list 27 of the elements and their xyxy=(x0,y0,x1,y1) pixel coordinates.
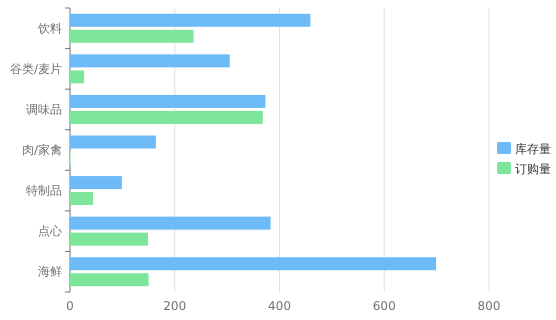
y-tick-label: 特制品 xyxy=(26,184,62,198)
bar xyxy=(70,30,194,43)
y-tick-label: 肉/家禽 xyxy=(22,143,62,157)
bar xyxy=(70,273,149,286)
y-tick-label: 谷类/麦片 xyxy=(10,62,62,76)
x-tick-label: 600 xyxy=(372,299,396,313)
legend-label: 库存量 xyxy=(515,142,551,156)
y-tick-label: 海鲜 xyxy=(38,264,62,279)
legend-label: 订购量 xyxy=(515,162,551,176)
x-tick-label: 800 xyxy=(478,299,500,313)
bar xyxy=(70,216,271,230)
bar xyxy=(70,232,148,246)
bar xyxy=(70,14,310,27)
bar xyxy=(70,257,436,270)
y-tick-label: 调味品 xyxy=(26,102,62,116)
x-tick-label: 0 xyxy=(66,299,74,313)
bar xyxy=(70,54,230,68)
x-tick-label: 200 xyxy=(163,299,186,313)
bar xyxy=(70,70,84,84)
y-tick-label: 点心 xyxy=(38,224,62,238)
bar xyxy=(70,192,94,206)
bar xyxy=(70,94,266,108)
bar xyxy=(70,176,122,190)
y-tick-label: 饮料 xyxy=(37,21,62,36)
bar xyxy=(70,136,156,148)
bar xyxy=(70,110,263,124)
x-tick-label: 400 xyxy=(268,299,291,313)
